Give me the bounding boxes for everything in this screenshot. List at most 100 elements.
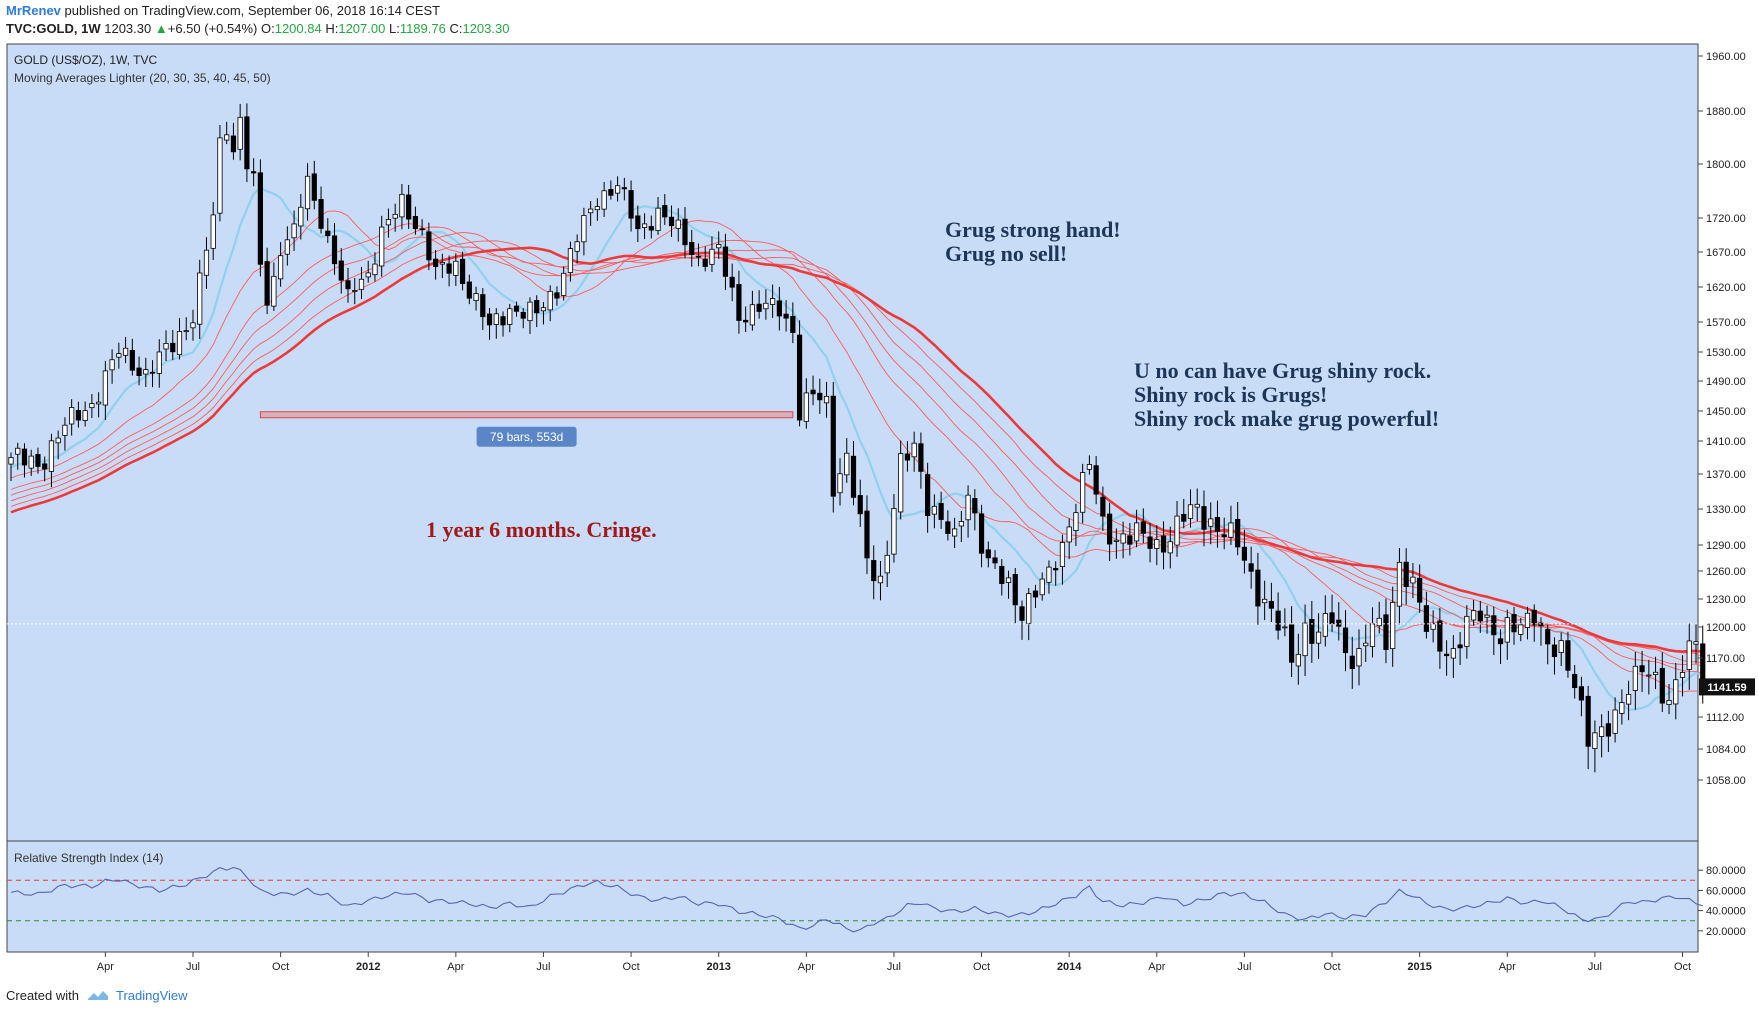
- candle: [433, 250, 439, 280]
- candle: [527, 297, 533, 334]
- candle: [48, 433, 55, 488]
- moving-averages: [10, 186, 1704, 712]
- candle: [1053, 561, 1059, 586]
- candle: [1565, 631, 1571, 678]
- candle: [668, 205, 675, 237]
- candle: [75, 401, 81, 428]
- candle: [1578, 676, 1585, 717]
- candle: [1032, 584, 1039, 608]
- candle: [412, 206, 419, 235]
- candle: [1444, 640, 1450, 676]
- candle: [426, 222, 432, 271]
- candle: [695, 243, 702, 267]
- candle: [608, 180, 614, 200]
- candle: [1679, 655, 1686, 697]
- annotation-cringe: 1 year 6 months. Cringe.: [426, 517, 657, 542]
- price-tick-label: 1058.00: [1706, 775, 1746, 787]
- candle: [480, 288, 486, 330]
- candle: [244, 103, 250, 183]
- author-link[interactable]: MrRenev: [6, 3, 61, 18]
- candle: [1518, 617, 1524, 642]
- candle: [1390, 586, 1396, 667]
- tradingview-link[interactable]: TradingView: [116, 988, 188, 1003]
- measure-tool[interactable]: 79 bars, 553d: [259, 411, 794, 447]
- candle: [55, 430, 61, 460]
- candle: [486, 307, 493, 340]
- candle: [1086, 455, 1092, 475]
- candle: [1558, 632, 1564, 666]
- annotation-shiny-rock: U no can have Grug shiny rock. Shiny roc…: [1134, 358, 1439, 431]
- candle: [1147, 522, 1153, 563]
- price-tick-label: 1330.00: [1706, 504, 1746, 516]
- annotation-line: U no can have Grug shiny rock.: [1134, 358, 1431, 383]
- candle: [35, 447, 41, 474]
- time-tick-label: Jul: [536, 961, 550, 973]
- price-tick-label: 1112.00: [1706, 712, 1744, 724]
- candle: [507, 303, 513, 333]
- candle: [15, 442, 21, 470]
- candle: [837, 458, 843, 506]
- candle: [1605, 710, 1611, 752]
- candle: [176, 318, 183, 360]
- candle: [1524, 606, 1531, 640]
- candle: [1693, 623, 1699, 664]
- candle: [1686, 623, 1692, 690]
- candle: [803, 378, 809, 429]
- candle: [345, 267, 351, 303]
- price-tick-label: 1670.00: [1706, 247, 1746, 259]
- candle: [749, 290, 756, 331]
- created-with-text: Created with: [6, 988, 79, 1003]
- ma-50-line: [10, 246, 1703, 654]
- candle: [1538, 617, 1544, 646]
- candle: [1511, 606, 1517, 645]
- candle: [850, 441, 857, 506]
- candle: [561, 266, 567, 301]
- candle: [823, 381, 830, 418]
- candle: [1133, 509, 1140, 548]
- candle: [89, 394, 95, 418]
- candle: [1504, 609, 1510, 660]
- candle: [1309, 600, 1315, 663]
- candle: [62, 417, 68, 451]
- candle: [655, 197, 661, 235]
- time-tick-label: Oct: [272, 961, 289, 973]
- time-tick-label: Jul: [1237, 961, 1251, 973]
- candle: [534, 295, 540, 328]
- time-tick-label: Jul: [186, 961, 200, 973]
- candle: [1356, 629, 1362, 686]
- price-tick-label: 1410.00: [1706, 436, 1746, 448]
- candle: [1201, 490, 1207, 547]
- candle: [554, 286, 560, 306]
- candle: [1241, 529, 1248, 574]
- rsi-panel[interactable]: [6, 840, 1699, 953]
- candle: [1154, 525, 1160, 566]
- candle: [1235, 502, 1241, 556]
- candle: [1639, 650, 1645, 693]
- main-panel[interactable]: [6, 43, 1699, 842]
- candle: [857, 479, 863, 527]
- candle: [594, 198, 600, 221]
- candle: [446, 255, 452, 287]
- candle: [1302, 604, 1308, 677]
- ohlc-line: TVC:GOLD, 1W 1203.30 ▲+6.50 (+0.54%) O:1…: [6, 21, 509, 36]
- candle: [743, 306, 749, 333]
- candle: [547, 285, 553, 322]
- measure-band[interactable]: [259, 411, 794, 419]
- candle: [453, 253, 459, 286]
- candle: [871, 545, 877, 600]
- candle: [790, 302, 796, 344]
- candle: [1275, 592, 1281, 640]
- candle: [251, 158, 257, 187]
- candle: [1437, 607, 1443, 669]
- candle: [621, 177, 627, 201]
- candle: [311, 160, 317, 210]
- high-label: H:: [325, 21, 339, 36]
- candle: [736, 270, 742, 334]
- candle: [493, 308, 499, 339]
- candle: [1673, 662, 1679, 720]
- time-tick-label: Jul: [887, 961, 901, 973]
- time-tick-label: Jul: [1588, 961, 1602, 973]
- candle: [271, 262, 277, 311]
- candle: [190, 309, 196, 341]
